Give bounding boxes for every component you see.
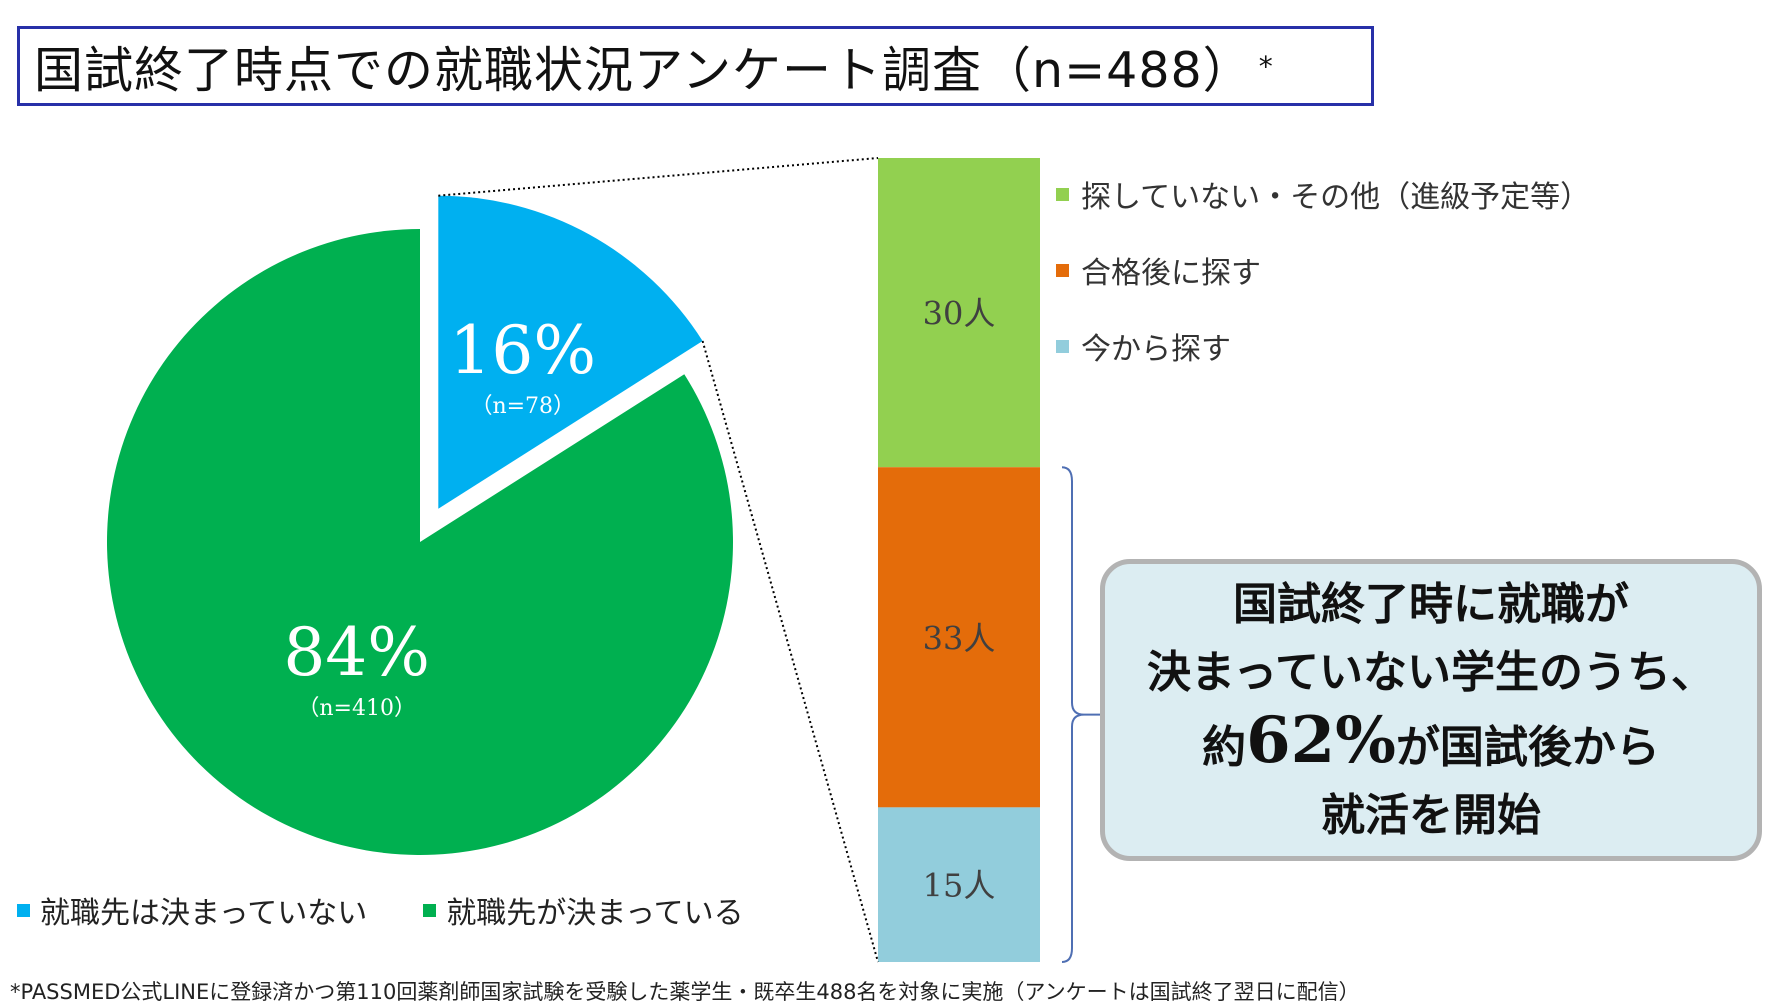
bar-segment-label-2: 15人	[923, 867, 996, 905]
callout-suffix: が国試後から	[1395, 721, 1660, 773]
bar-segment-0	[878, 158, 1040, 468]
bar-legend-label-1: 合格後に探す	[1081, 256, 1261, 291]
pie-slice-label-0: 16%	[449, 312, 596, 389]
pie-legend-label-0: 就職先は決まっていない	[40, 896, 368, 931]
pie-legend-item-1: 就職先が決まっている	[423, 888, 744, 932]
summary-callout: 国試終了時に就職が 決まっていない学生のうち、 約62%が国試後から 就活を開始	[1100, 559, 1762, 861]
pie-slice-label-1: 84%	[283, 614, 430, 691]
bar-legend-swatch-1	[1056, 263, 1069, 277]
pie-legend-swatch-0	[17, 903, 30, 917]
bar-legend-label-2: 今から探す	[1081, 332, 1231, 367]
bar-legend-label-0: 探していない・その他（進級予定等）	[1081, 180, 1591, 215]
title-text: 国試終了時点での就職状況アンケート調査（n=488）	[34, 41, 1253, 99]
bar-segment-2	[878, 807, 1040, 962]
callout-line-1: 国試終了時に就職が	[1233, 578, 1629, 630]
callout-line-3: 約62%が国試後から	[1202, 706, 1660, 782]
bar-legend-item-2: 今から探す	[1056, 308, 1590, 384]
callout-prefix: 約	[1202, 721, 1247, 773]
callout-line-4: 就活を開始	[1321, 789, 1541, 841]
pie-slice-0	[438, 195, 703, 509]
callout-highlight-percent: 62%	[1246, 702, 1396, 778]
connector-line-bottom	[701, 340, 879, 963]
pie-slice-1	[107, 229, 734, 855]
callout-line-2: 決まっていない学生のうち、	[1146, 646, 1716, 698]
pie-legend-swatch-1	[423, 903, 437, 917]
page-title: 国試終了時点での就職状況アンケート調査（n=488） *	[17, 26, 1374, 106]
bar-legend-item-0: 探していない・その他（進級予定等）	[1056, 156, 1590, 232]
bar-segment-label-0: 30人	[923, 295, 996, 333]
bar-segment-1	[878, 467, 1040, 808]
pie-legend-item-0: 就職先は決まっていない	[17, 888, 367, 932]
grouping-brace	[1061, 466, 1085, 963]
pie-legend-label-1: 就職先が決まっている	[446, 896, 744, 931]
pie-legend: 就職先は決まっていない 就職先が決まっている	[17, 888, 744, 932]
pie-slice-sublabel-0: （n=78）	[470, 394, 575, 419]
bar-legend-swatch-0	[1056, 187, 1069, 201]
footnote: *PASSMED公式LINEに登録済かつ第110回薬剤師国家試験を受験した薬学生…	[10, 980, 1360, 1004]
bar-legend-item-1: 合格後に探す	[1056, 232, 1590, 308]
title-footnote-mark: *	[1258, 49, 1274, 83]
bar-legend-swatch-2	[1056, 339, 1069, 353]
bar-legend: 探していない・その他（進級予定等） 合格後に探す 今から探す	[1056, 156, 1590, 384]
connector-line-top	[438, 157, 879, 197]
pie-slice-sublabel-1: （n=410）	[297, 696, 416, 721]
bar-segment-label-1: 33人	[923, 619, 996, 657]
